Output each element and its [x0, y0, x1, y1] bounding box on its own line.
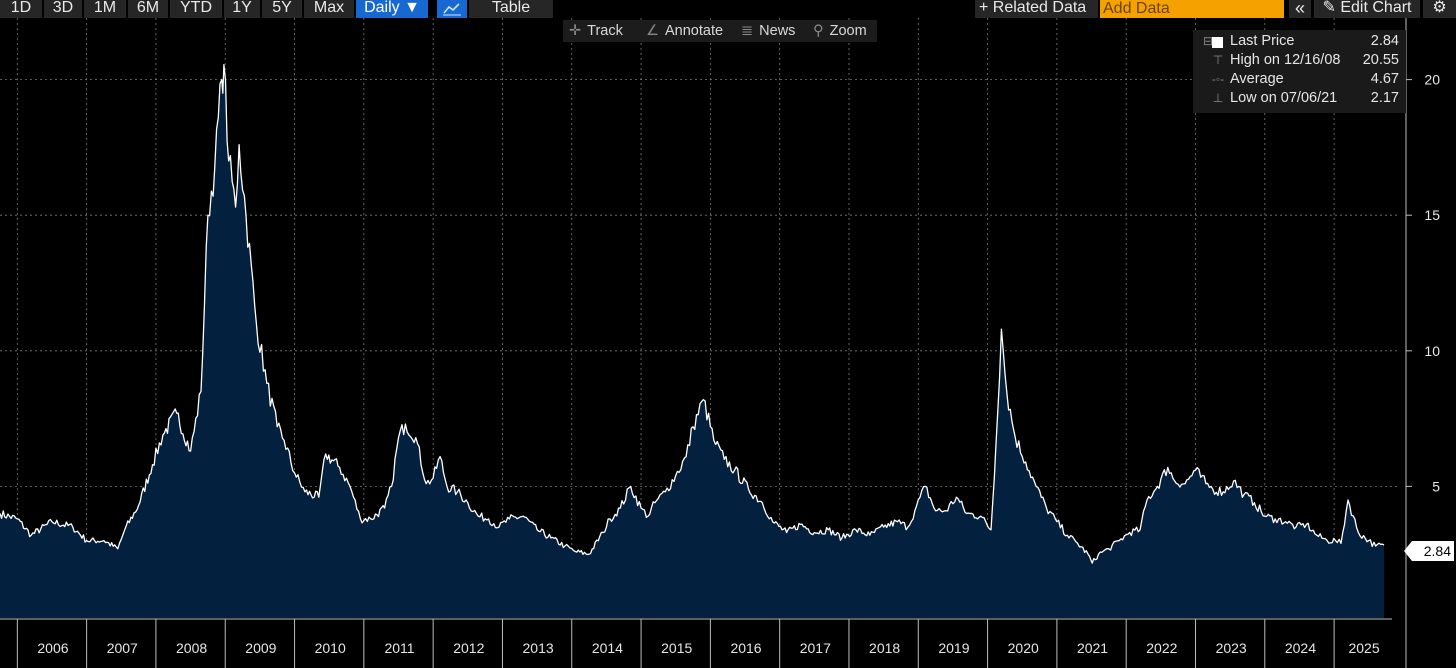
- x-tick-label-2010: 2010: [315, 640, 346, 656]
- x-tick-label-2018: 2018: [869, 640, 900, 656]
- price-line-series: [0, 64, 1385, 564]
- related-data-button[interactable]: + Related Data: [975, 0, 1098, 18]
- settings-gear-icon[interactable]: ⚙: [1423, 0, 1456, 18]
- average-marker-icon: -◦-: [1211, 72, 1225, 86]
- x-tick-label-2019: 2019: [938, 640, 969, 656]
- chart-legend: ⊟ Last Price 2.84 ⊤ High on 12/16/08 20.…: [1193, 30, 1406, 113]
- chart-subtoolbar: ✛ Track ∠ Annotate ≣ News ⚲ Zoom: [563, 20, 877, 42]
- annotate-tool[interactable]: ∠ Annotate: [646, 23, 724, 39]
- add-data-input[interactable]: Add Data: [1100, 0, 1284, 18]
- range-6m-button[interactable]: 6M: [128, 0, 168, 18]
- x-tick-label-2015: 2015: [661, 640, 692, 656]
- x-tick-label-2009: 2009: [245, 640, 276, 656]
- edit-chart-button[interactable]: ✎ Edit Chart: [1314, 0, 1420, 18]
- x-tick-label-2025: 2025: [1348, 640, 1379, 656]
- y-axis: 5 10 15 20: [1405, 18, 1440, 668]
- range-max-button[interactable]: Max: [304, 0, 354, 18]
- x-tick-label-2023: 2023: [1216, 640, 1247, 656]
- range-5y-button[interactable]: 5Y: [262, 0, 302, 18]
- frequency-dropdown[interactable]: Daily ▼: [356, 0, 428, 18]
- legend-average: -◦- Average 4.67: [1211, 71, 1399, 87]
- y-tick-label-20: 20: [1424, 72, 1440, 88]
- range-3d-button[interactable]: 3D: [44, 0, 82, 18]
- x-tick-label-2012: 2012: [453, 640, 484, 656]
- chart-toolbar: 1D 3D 1M 6M YTD 1Y 5Y Max Daily ▼ Table …: [0, 0, 1456, 18]
- x-tick-label-2020: 2020: [1008, 640, 1039, 656]
- news-tool[interactable]: ≣ News: [741, 23, 796, 39]
- legend-high: ⊤ High on 12/16/08 20.55: [1212, 52, 1399, 68]
- y-tick-label-15: 15: [1424, 207, 1440, 223]
- news-icon: ≣: [741, 23, 754, 39]
- crosshair-icon: ✛: [569, 23, 582, 39]
- x-tick-label-2024: 2024: [1285, 640, 1316, 656]
- high-marker-icon: ⊤: [1212, 53, 1224, 67]
- table-view-button[interactable]: Table: [469, 0, 553, 18]
- last-price-tag: 2.84: [1404, 541, 1454, 561]
- x-tick-label-2006: 2006: [37, 640, 68, 656]
- zoom-tool[interactable]: ⚲ Zoom: [813, 23, 867, 39]
- range-ytd-button[interactable]: YTD: [170, 0, 222, 18]
- line-chart-icon: [443, 3, 461, 16]
- track-tool[interactable]: ✛ Track: [569, 23, 623, 39]
- low-marker-icon: ⊥: [1212, 91, 1224, 105]
- collapse-icon[interactable]: ⊟: [1202, 34, 1214, 48]
- last-price-swatch-icon: [1212, 37, 1223, 48]
- x-axis: 2006 2007 2008 2009 2010 2011 2012 2013 2014 2015…: [0, 618, 1392, 668]
- legend-last-price[interactable]: ⊟ Last Price 2.84: [1202, 33, 1399, 49]
- x-tick-label-2022: 2022: [1146, 640, 1177, 656]
- x-tick-label-2008: 2008: [176, 640, 207, 656]
- x-tick-label-2014: 2014: [592, 640, 623, 656]
- line-chart-mode-button[interactable]: [437, 0, 467, 18]
- range-1m-button[interactable]: 1M: [84, 0, 126, 18]
- range-1d-button[interactable]: 1D: [0, 0, 42, 18]
- x-tick-label-2013: 2013: [523, 640, 554, 656]
- x-tick-label-2016: 2016: [730, 640, 761, 656]
- legend-low: ⊥ Low on 07/06/21 2.17: [1212, 90, 1399, 106]
- magnifier-icon: ⚲: [813, 23, 824, 39]
- x-tick-label-2007: 2007: [107, 640, 138, 656]
- collapse-panel-button[interactable]: «: [1289, 0, 1311, 18]
- x-tick-label-2021: 2021: [1077, 640, 1108, 656]
- x-tick-label-2011: 2011: [384, 640, 414, 656]
- range-1y-button[interactable]: 1Y: [224, 0, 260, 18]
- pencil-icon: ∠: [646, 23, 659, 39]
- y-tick-label-10: 10: [1424, 343, 1440, 359]
- price-area-fill: [0, 64, 1384, 618]
- y-tick-label-5: 5: [1432, 478, 1440, 494]
- x-tick-label-2017: 2017: [800, 640, 831, 656]
